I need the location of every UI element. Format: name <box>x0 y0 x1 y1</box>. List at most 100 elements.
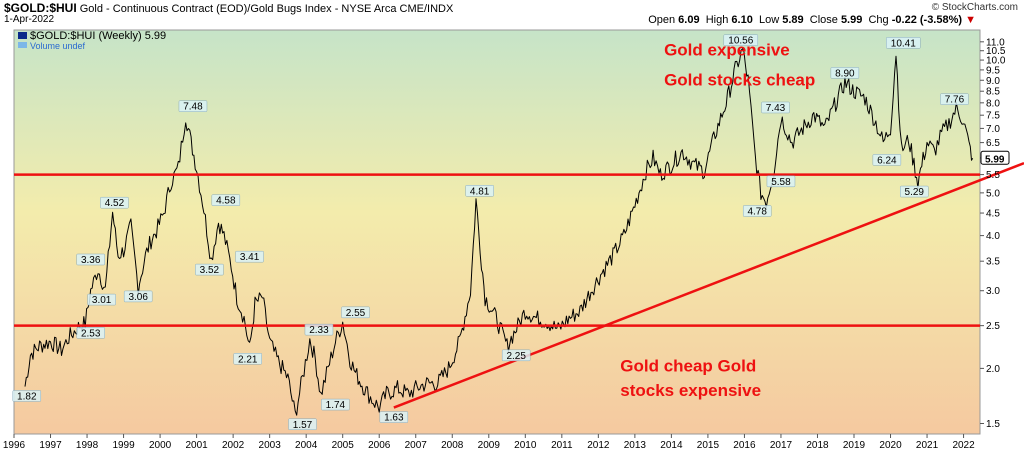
y-tick-label-8.5: 8.5 <box>986 87 1000 98</box>
value-callout-8.90: 8.90 <box>835 68 855 79</box>
x-tick-label-2005: 2005 <box>332 440 355 451</box>
annotation-1: Gold stocks cheap <box>664 71 815 90</box>
price-line <box>24 48 974 416</box>
low-label: Low <box>758 14 780 26</box>
x-tick-label-1999: 1999 <box>112 440 135 451</box>
value-callout-box <box>211 194 241 206</box>
x-tick-label-1997: 1997 <box>39 440 62 451</box>
value-callout-box <box>900 185 929 198</box>
annotation-3: stocks expensive <box>620 381 761 400</box>
value-callout-box <box>233 353 262 365</box>
value-callout-7.76: 7.76 <box>945 95 965 106</box>
value-callout-2.55: 2.55 <box>346 308 366 319</box>
y-tick-label-2.5: 2.5 <box>986 321 1000 332</box>
value-callout-3.01: 3.01 <box>92 295 112 306</box>
y-tick-label-3.0: 3.0 <box>986 286 1000 297</box>
series-legend: $GOLD:$HUI (Weekly) 5.99 <box>30 30 166 42</box>
x-tick-label-1996: 1996 <box>3 440 26 451</box>
value-callout-box <box>742 205 772 217</box>
series-swatch <box>18 32 27 39</box>
value-callout-2.33: 2.33 <box>309 325 329 336</box>
y-tick-label-6.5: 6.5 <box>986 138 1000 149</box>
y-tick-label-9.0: 9.0 <box>986 76 1000 87</box>
value-callout-box <box>886 37 921 49</box>
value-callout-box <box>195 263 224 276</box>
value-callout-5.58: 5.58 <box>771 177 791 188</box>
x-tick-label-2022: 2022 <box>952 440 975 451</box>
value-callout-3.52: 3.52 <box>200 265 220 276</box>
value-callout-box <box>321 398 350 411</box>
value-callout-box <box>178 100 208 112</box>
y-tick-label-7.0: 7.0 <box>986 124 1000 135</box>
x-tick-label-2004: 2004 <box>295 440 318 451</box>
chart-description: Gold - Continuous Contract (EOD)/Gold Bu… <box>79 3 397 15</box>
y-tick-label-11.0: 11.0 <box>986 37 1005 48</box>
close-label: Close <box>809 14 838 26</box>
value-callout-box <box>501 349 531 362</box>
value-callout-box <box>76 253 105 266</box>
x-tick-label-2007: 2007 <box>405 440 428 451</box>
value-callout-box <box>87 293 116 306</box>
value-callout-box <box>766 175 796 188</box>
volume-swatch <box>18 42 27 48</box>
x-tick-label-2010: 2010 <box>514 440 537 451</box>
x-tick-label-2021: 2021 <box>916 440 939 451</box>
value-callout-10.41: 10.41 <box>891 38 916 49</box>
value-callout-box <box>12 390 42 402</box>
ohlc-readout: Open 6.09 High 6.10 Low 5.89 Close 5.99 … <box>648 14 976 26</box>
x-tick-label-2003: 2003 <box>259 440 282 451</box>
y-tick-label-10.0: 10.0 <box>986 56 1006 67</box>
y-tick-label-7.5: 7.5 <box>986 111 1000 122</box>
value-callout-box <box>379 411 409 423</box>
last-value-tag: 5.99 <box>985 154 1005 165</box>
value-callout-box <box>940 93 969 105</box>
value-callout-box <box>76 327 105 339</box>
y-tick-label-4.5: 4.5 <box>986 209 1000 220</box>
x-tick-label-2009: 2009 <box>478 440 501 451</box>
annotation-2: Gold cheap Gold <box>620 356 756 375</box>
close-value: 5.99 <box>840 14 863 26</box>
value-callout-box <box>465 185 494 197</box>
value-callout-3.06: 3.06 <box>128 292 148 303</box>
chart-title: $GOLD:$HUI Gold - Continuous Contract (E… <box>4 1 453 15</box>
value-callout-7.48: 7.48 <box>183 102 203 113</box>
y-tick-label-4.0: 4.0 <box>986 231 1000 242</box>
y-tick-label-5.0: 5.0 <box>986 188 1000 199</box>
value-callout-1.82: 1.82 <box>17 391 37 402</box>
x-tick-label-2011: 2011 <box>551 440 573 451</box>
value-callout-10.56: 10.56 <box>728 36 753 47</box>
x-tick-label-2012: 2012 <box>587 440 610 451</box>
value-callout-2.25: 2.25 <box>506 351 526 362</box>
value-callout-box <box>100 196 129 209</box>
x-tick-label-2017: 2017 <box>770 440 793 451</box>
y-tick-label-9.5: 9.5 <box>986 65 1000 76</box>
value-callout-box <box>123 290 153 303</box>
value-callout-box <box>304 323 334 336</box>
x-tick-label-2016: 2016 <box>733 440 756 451</box>
chg-value: -0.22 (-3.58%) <box>891 14 963 26</box>
value-callout-box <box>235 250 264 263</box>
x-tick-label-2002: 2002 <box>222 440 245 451</box>
low-value: 5.89 <box>782 14 804 26</box>
high-value: 6.10 <box>731 14 753 26</box>
chg-label: Chg <box>868 14 889 26</box>
last-value-tag-box <box>980 150 1010 165</box>
x-tick-label-2019: 2019 <box>843 440 866 451</box>
value-callout-6.24: 6.24 <box>877 155 897 166</box>
x-tick-label-1998: 1998 <box>76 440 99 451</box>
x-tick-label-2014: 2014 <box>660 440 683 451</box>
value-callout-7.43: 7.43 <box>766 103 786 114</box>
y-tick-label-2.0: 2.0 <box>986 364 1000 375</box>
chart-symbol: $GOLD:$HUI <box>4 1 77 15</box>
value-callout-3.36: 3.36 <box>81 255 101 266</box>
x-tick-label-2001: 2001 <box>185 440 208 451</box>
x-tick-label-2006: 2006 <box>368 440 391 451</box>
plot-background <box>13 29 981 435</box>
open-value: 6.09 <box>678 14 700 26</box>
y-tick-label-3.5: 3.5 <box>986 257 1000 268</box>
value-callout-box <box>830 67 860 79</box>
x-tick-label-2020: 2020 <box>879 440 902 451</box>
value-callout-1.63: 1.63 <box>384 413 404 424</box>
x-tick-label-2018: 2018 <box>806 440 829 451</box>
